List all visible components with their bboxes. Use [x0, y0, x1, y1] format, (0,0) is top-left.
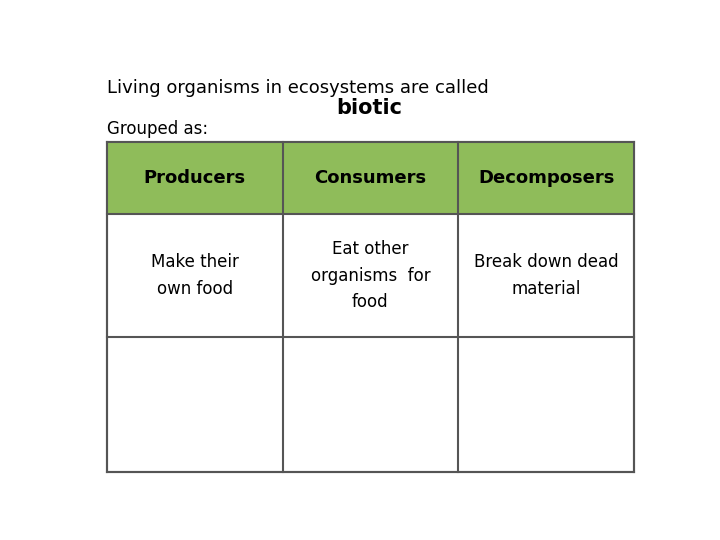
- Bar: [464, 341, 629, 468]
- Text: Consumers: Consumers: [315, 169, 426, 187]
- Bar: [459, 141, 634, 214]
- Bar: [107, 141, 282, 214]
- Bar: [112, 341, 277, 468]
- Bar: [107, 141, 634, 472]
- Text: Eat other
organisms  for
food: Eat other organisms for food: [310, 240, 431, 311]
- Text: Producers: Producers: [143, 169, 246, 187]
- Text: Make their
own food: Make their own food: [150, 253, 238, 298]
- Bar: [288, 341, 453, 468]
- Text: Break down dead
material: Break down dead material: [474, 253, 618, 298]
- Text: biotic: biotic: [336, 98, 402, 118]
- Text: Living organisms in ecosystems are called: Living organisms in ecosystems are calle…: [107, 79, 488, 97]
- Text: Grouped as:: Grouped as:: [107, 120, 208, 138]
- Bar: [282, 141, 458, 214]
- Text: Decomposers: Decomposers: [478, 169, 614, 187]
